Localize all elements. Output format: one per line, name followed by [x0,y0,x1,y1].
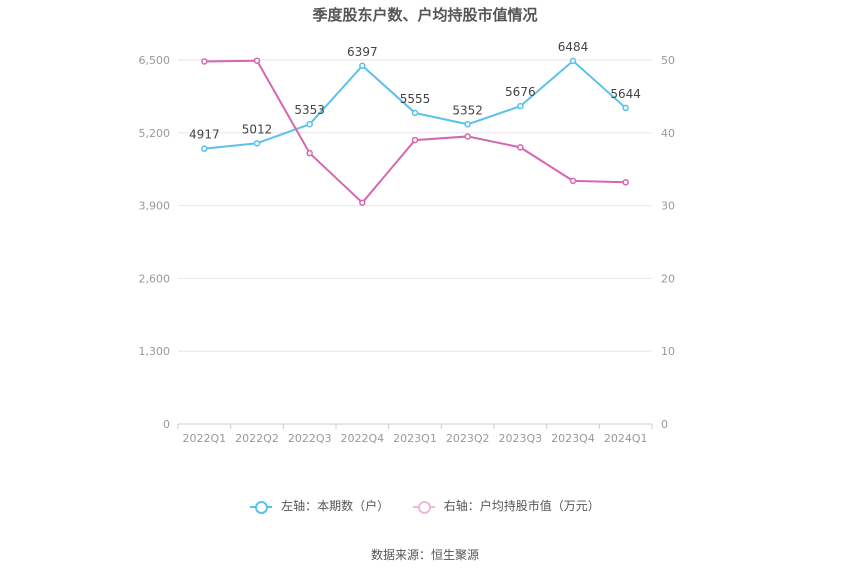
legend-swatch-left-icon [250,500,273,514]
data-point-left [359,62,366,70]
data-point-right [622,179,629,186]
x-tick-label: 2022Q3 [288,432,332,445]
data-source-note: 数据来源：恒生聚源 [370,548,479,562]
data-point-left [517,102,524,110]
y-right-tick-label: 0 [661,418,668,431]
x-tick-label: 2023Q1 [393,432,437,445]
y-right-tick-label: 10 [661,345,675,358]
y-right-tick-label: 40 [661,127,675,140]
chart-title: 季度股东户数、户均持股市值情况 [312,6,538,24]
data-label: 6397 [347,45,378,59]
data-point-right [253,57,261,64]
x-tick-label: 2022Q2 [235,432,279,445]
data-point-right [306,149,313,157]
data-point-left [253,140,261,147]
y-left-tick-label: 3,900 [139,200,171,213]
y-left-tick-label: 1,300 [139,345,171,358]
data-label: 5353 [294,103,325,117]
data-label: 5676 [505,85,536,99]
data-label: 5644 [610,87,641,101]
data-label: 5555 [400,92,431,106]
data-point-right [201,58,208,65]
data-label: 6484 [558,40,589,54]
legend-item-left-series[interactable]: 左轴：本期数（户） [250,497,389,514]
chart-legend: 左轴：本期数（户） 右轴：户均持股市值（万元） [0,497,850,514]
y-left-tick-label: 0 [163,418,170,431]
data-point-left [622,104,629,112]
legend-label-right-series: 右轴：户均持股市值（万元） [443,499,600,513]
x-tick-label: 2023Q3 [499,432,543,445]
legend-label-left-series: 左轴：本期数（户） [281,499,390,513]
x-tick-label: 2022Q1 [183,432,227,445]
data-point-right [411,136,419,144]
data-point-right [517,144,524,151]
data-point-right [569,177,577,185]
data-point-right [359,199,366,206]
x-tick-label: 2023Q2 [446,432,490,445]
data-label: 4917 [189,128,220,142]
data-point-left [569,57,577,65]
x-tick-label: 2024Q1 [604,432,648,445]
data-point-right [464,133,471,140]
data-point-left [411,109,419,117]
data-label: 5012 [242,122,273,136]
y-right-tick-label: 30 [661,200,675,213]
data-point-left [306,120,313,128]
data-point-left [464,121,471,128]
legend-swatch-right-icon [412,500,435,514]
y-right-tick-label: 20 [661,272,675,285]
data-point-left [201,145,208,152]
y-right-tick-label: 50 [661,54,675,67]
x-tick-label: 2023Q4 [551,432,595,445]
legend-item-right-series[interactable]: 右轴：户均持股市值（万元） [412,497,600,514]
y-left-tick-label: 5,200 [139,127,171,140]
data-label: 5352 [452,103,483,117]
y-left-tick-label: 2,600 [139,272,171,285]
chart-plot-area: 0 0 1,300 10 2,600 20 3,900 30 5,200 40 6,500 50 202… [139,40,676,445]
y-left-tick-label: 6,500 [139,54,171,67]
x-tick-label: 2022Q4 [341,432,385,445]
